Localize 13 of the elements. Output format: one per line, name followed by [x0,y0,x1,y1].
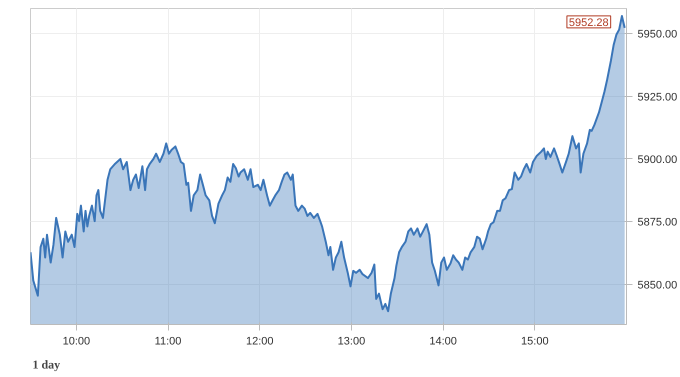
y-tick-label: 5900.00 [638,154,678,166]
x-tick-label: 13:00 [338,336,366,348]
x-tick-label: 12:00 [246,336,274,348]
annotation: 5952.28 [568,16,609,29]
y-tick-label: 5950.00 [638,28,678,41]
x-tick-label: 11:00 [154,336,182,348]
y-tick-label: 5850.00 [638,279,678,292]
x-tick-label: 14:00 [429,336,457,348]
y-tick-label: 5925.00 [638,91,678,104]
x-tick-label: 15:00 [521,336,549,348]
text: 1 day [32,358,60,372]
x-tick-label: 10:00 [62,336,90,348]
y-tick-label: 5875.00 [638,216,678,229]
